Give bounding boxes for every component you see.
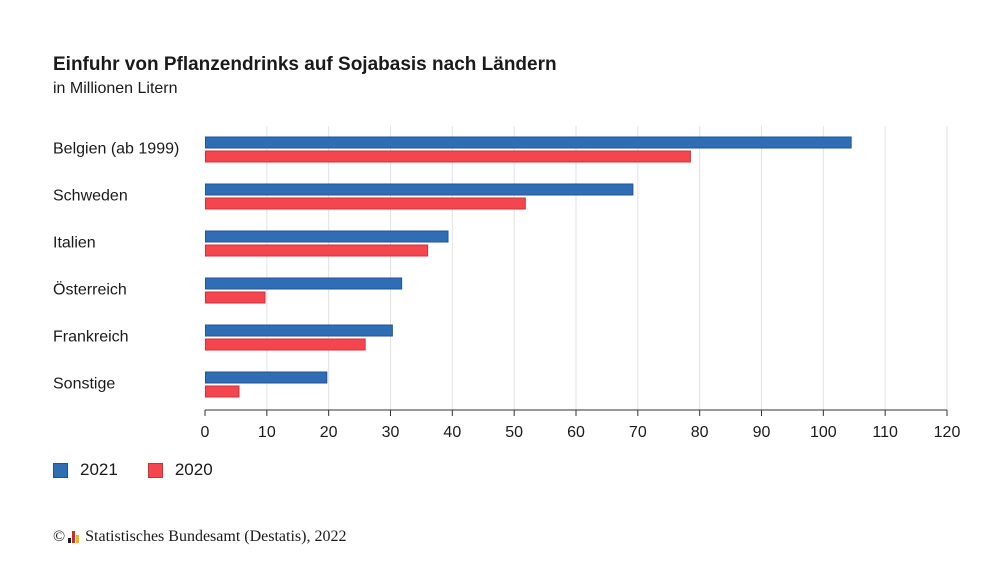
- x-tick-label: 30: [382, 424, 400, 441]
- x-tick-label: 50: [505, 424, 523, 441]
- source-footer: © Statistisches Bundesamt (Destatis), 20…: [53, 528, 346, 546]
- x-tick-label: 120: [934, 424, 961, 441]
- bar-2020: [205, 385, 240, 398]
- x-tick-label: 40: [443, 424, 461, 441]
- x-tick-label: 20: [320, 424, 338, 441]
- x-tick-label: 70: [629, 424, 647, 441]
- category-label: Schweden: [53, 188, 128, 205]
- x-tick-label: 60: [567, 424, 585, 441]
- bar-2021: [205, 183, 634, 196]
- legend-swatch-2021: [53, 462, 68, 478]
- category-label: Sonstige: [53, 376, 115, 393]
- bar-2020: [205, 291, 266, 304]
- legend-item-2021[interactable]: 2021: [53, 460, 118, 480]
- bar-2021: [205, 324, 393, 337]
- copyright-symbol: ©: [53, 528, 66, 545]
- bar-2021: [205, 277, 403, 290]
- legend-label-2021: 2021: [80, 460, 118, 479]
- category-label: Italien: [53, 235, 96, 252]
- category-label: Österreich: [53, 281, 127, 299]
- legend-swatch-2020: [147, 462, 163, 478]
- x-tick-label: 100: [810, 424, 837, 441]
- bar-2021: [205, 136, 852, 149]
- bar-2020: [205, 197, 526, 210]
- legend: 2021 2020: [53, 460, 243, 480]
- legend-label-2020: 2020: [174, 460, 213, 479]
- x-tick-label: 10: [258, 424, 276, 441]
- bar-2020: [205, 244, 429, 257]
- bar-2021: [205, 371, 328, 384]
- bar-2020: [205, 150, 691, 163]
- source-text: Statistisches Bundesamt (Destatis), 2022: [85, 528, 347, 545]
- x-tick-label: 90: [753, 424, 771, 441]
- destatis-logo-icon: [68, 531, 80, 543]
- legend-item-2020[interactable]: 2020: [147, 460, 213, 480]
- x-tick-label: 110: [872, 424, 898, 441]
- chart-title: Einfuhr von Pflanzendrinks auf Sojabasis…: [53, 54, 557, 75]
- x-tick-label: 0: [201, 424, 210, 441]
- bar-2020: [205, 338, 366, 351]
- category-label: Belgien (ab 1999): [53, 141, 179, 158]
- category-label: Frankreich: [53, 329, 129, 346]
- chart-subtitle: in Millionen Litern: [53, 80, 178, 97]
- bar-2021: [205, 230, 449, 243]
- x-tick-label: 80: [691, 424, 709, 441]
